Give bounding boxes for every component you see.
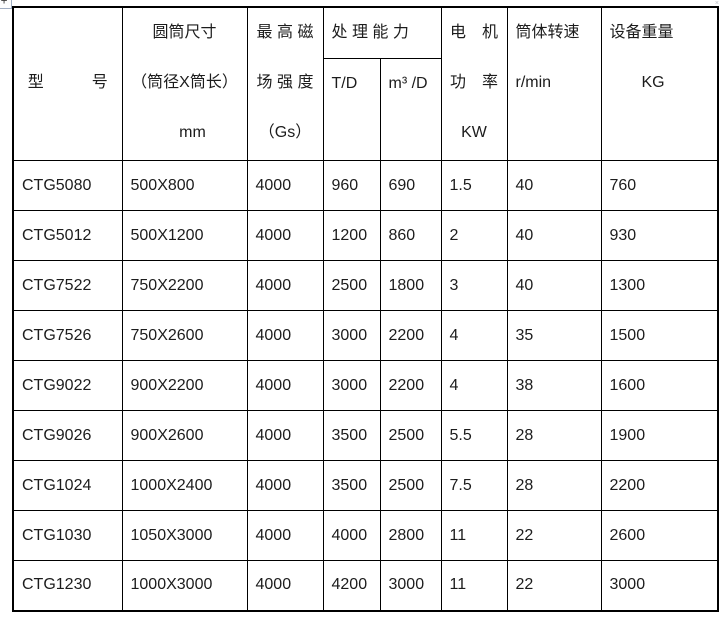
spec-cell-power: 7.5 <box>440 460 508 511</box>
spec-cell-speed: 28 <box>506 460 602 511</box>
spec-cell-td: 1200 <box>322 210 381 261</box>
spec-cell-td: 3000 <box>322 310 381 361</box>
spec-cell-m3d: 3000 <box>379 560 442 611</box>
spec-row: CTG7522 750X2200 4000 2500 1800 3 40 130… <box>12 260 719 311</box>
spec-cell-model: CTG9026 <box>12 410 123 461</box>
spec-cell-td: 3500 <box>322 460 381 511</box>
spec-cell-field: 4000 <box>246 510 324 561</box>
spec-cell-size: 750X2200 <box>121 260 248 311</box>
spec-cell-weight: 2600 <box>600 510 719 561</box>
spec-cell-field: 4000 <box>246 310 324 361</box>
header-row-sub: T/D m³ /D <box>13 58 718 161</box>
spec-cell-td: 4000 <box>322 510 381 561</box>
spec-cell-m3d: 2200 <box>379 310 442 361</box>
header-motor-power: 电 机 功 率 KW <box>440 6 508 161</box>
spec-cell-size: 900X2600 <box>121 410 248 461</box>
spec-cell-power: 3 <box>440 260 508 311</box>
header-weight: 设备重量 KG <box>600 6 719 161</box>
spec-cell-m3d: 2500 <box>379 410 442 461</box>
spec-cell-model: CTG5012 <box>12 210 123 261</box>
header-cylinder-size: 圆筒尺寸 （筒径X筒长） mm <box>121 6 248 161</box>
spec-cell-power: 4 <box>440 310 508 361</box>
spec-row: CTG1230 1000X3000 4000 4200 3000 11 22 3… <box>12 560 719 611</box>
spec-cell-field: 4000 <box>246 410 324 461</box>
table-move-handle-icon[interactable]: + <box>0 0 12 9</box>
header-capacity-td: T/D <box>322 58 381 161</box>
spec-cell-model: CTG9022 <box>12 360 123 411</box>
spec-cell-weight: 1500 <box>600 310 719 361</box>
spec-cell-size: 1000X2400 <box>121 460 248 511</box>
spec-cell-size: 1000X3000 <box>121 560 248 611</box>
spec-cell-power: 5.5 <box>440 410 508 461</box>
spec-cell-power: 2 <box>440 210 508 261</box>
spec-row: CTG1030 1050X3000 4000 4000 2800 11 22 2… <box>12 510 719 561</box>
spec-cell-weight: 1300 <box>600 260 719 311</box>
spec-cell-field: 4000 <box>246 160 324 211</box>
spec-cell-field: 4000 <box>246 460 324 511</box>
spec-cell-power: 1.5 <box>440 160 508 211</box>
spec-cell-field: 4000 <box>246 210 324 261</box>
header-max-field: 最 高 磁 场 强 度 （Gs） <box>246 6 324 161</box>
spec-cell-model: CTG7522 <box>12 260 123 311</box>
spec-cell-model: CTG5080 <box>12 160 123 211</box>
header-model: 型 号 <box>12 6 123 161</box>
spec-cell-speed: 22 <box>506 510 602 561</box>
spec-cell-td: 3500 <box>322 410 381 461</box>
spec-cell-td: 2500 <box>322 260 381 311</box>
spec-cell-m3d: 860 <box>379 210 442 261</box>
spec-cell-field: 4000 <box>246 260 324 311</box>
spec-cell-field: 4000 <box>246 360 324 411</box>
spec-row: CTG5080 500X800 4000 960 690 1.5 40 760 <box>12 160 719 211</box>
spec-cell-speed: 40 <box>506 210 602 261</box>
spec-cell-model: CTG1030 <box>12 510 123 561</box>
spec-cell-speed: 40 <box>506 260 602 311</box>
spec-cell-power: 11 <box>440 560 508 611</box>
spec-row: CTG7526 750X2600 4000 3000 2200 4 35 150… <box>12 310 719 361</box>
spec-cell-speed: 38 <box>506 360 602 411</box>
spec-cell-td: 960 <box>322 160 381 211</box>
header-capacity-m3d: m³ /D <box>379 58 442 161</box>
spec-cell-td: 4200 <box>322 560 381 611</box>
corner-artifact-icon: × <box>714 0 719 7</box>
spec-cell-m3d: 2800 <box>379 510 442 561</box>
header-capacity: 处 理 能 力 <box>322 6 442 59</box>
spec-table: 型 号 圆筒尺寸 （筒径X筒长） mm 最 高 磁 场 强 度 （Gs） 处 理… <box>12 6 719 612</box>
spec-row: CTG5012 500X1200 4000 1200 860 2 40 930 <box>12 210 719 261</box>
spec-cell-size: 500X1200 <box>121 210 248 261</box>
spec-cell-td: 3000 <box>322 360 381 411</box>
spec-cell-m3d: 2500 <box>379 460 442 511</box>
spec-row: CTG9022 900X2200 4000 3000 2200 4 38 160… <box>12 360 719 411</box>
spec-cell-field: 4000 <box>246 560 324 611</box>
header-rotation-speed: 筒体转速 r/min <box>506 6 602 161</box>
spec-cell-size: 900X2200 <box>121 360 248 411</box>
spec-cell-model: CTG7526 <box>12 310 123 361</box>
spec-cell-size: 1050X3000 <box>121 510 248 561</box>
spec-cell-model: CTG1230 <box>12 560 123 611</box>
spec-cell-power: 4 <box>440 360 508 411</box>
spec-cell-speed: 40 <box>506 160 602 211</box>
spec-row: CTG9026 900X2600 4000 3500 2500 5.5 28 1… <box>12 410 719 461</box>
spec-cell-weight: 930 <box>600 210 719 261</box>
spec-cell-weight: 2200 <box>600 460 719 511</box>
spec-cell-weight: 1900 <box>600 410 719 461</box>
spec-cell-weight: 3000 <box>600 560 719 611</box>
spec-row: CTG1024 1000X2400 4000 3500 2500 7.5 28 … <box>12 460 719 511</box>
spec-cell-m3d: 2200 <box>379 360 442 411</box>
spec-cell-weight: 760 <box>600 160 719 211</box>
spec-cell-speed: 28 <box>506 410 602 461</box>
spec-cell-m3d: 1800 <box>379 260 442 311</box>
spec-cell-weight: 1600 <box>600 360 719 411</box>
spec-cell-m3d: 690 <box>379 160 442 211</box>
spec-cell-size: 500X800 <box>121 160 248 211</box>
spec-cell-size: 750X2600 <box>121 310 248 361</box>
header-row-top: 型 号 圆筒尺寸 （筒径X筒长） mm 最 高 磁 场 强 度 （Gs） 处 理… <box>12 6 719 161</box>
spec-cell-speed: 35 <box>506 310 602 361</box>
spec-cell-power: 11 <box>440 510 508 561</box>
spec-cell-speed: 22 <box>506 560 602 611</box>
spec-cell-model: CTG1024 <box>12 460 123 511</box>
